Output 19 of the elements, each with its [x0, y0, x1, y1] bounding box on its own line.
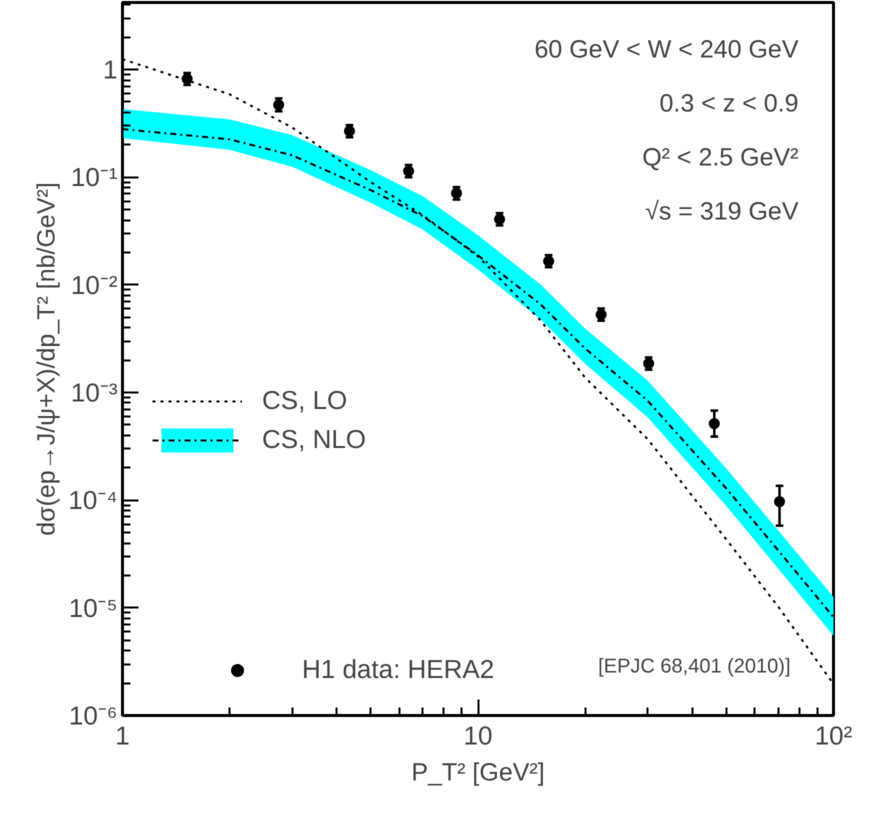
y-tick-label: 10⁻⁵	[68, 592, 118, 623]
y-tick-label: 10⁻²	[70, 270, 118, 300]
annotation: Q² < 2.5 GeV²	[642, 144, 798, 172]
y-tick-label: 10⁻¹	[70, 162, 118, 192]
y-tick-label: 10⁻⁶	[68, 700, 118, 730]
legend-label: H1 data: HERA2	[302, 654, 494, 685]
annotation: 0.3 < z < 0.9	[660, 90, 799, 118]
legend-label: CS, NLO	[262, 424, 366, 455]
x-tick-label: 10²	[814, 720, 853, 750]
x-tick-label: 10	[464, 720, 492, 750]
x-axis-title: P_T² [GeV²]	[411, 758, 545, 786]
annotation: [EPJC 68,401 (2010)]	[598, 656, 791, 678]
y-axis-title: dσ(ep→J/ψ+X)/dp_T² [nb/GeV²]	[32, 182, 60, 536]
y-tick-label: 10⁻⁴	[68, 485, 118, 516]
annotation: √s = 319 GeV	[645, 198, 799, 226]
annotation: 60 GeV < W < 240 GeV	[534, 36, 799, 64]
legend-label: CS, LO	[262, 385, 348, 416]
y-tick-label: 10⁻³	[70, 378, 118, 408]
y-tick-label: 1	[103, 54, 118, 85]
